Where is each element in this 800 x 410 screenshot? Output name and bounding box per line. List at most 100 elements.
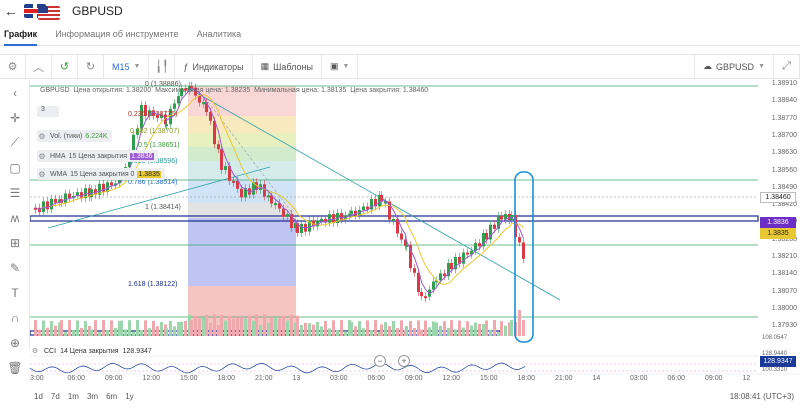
volume-bar — [274, 317, 277, 336]
legend-wma[interactable]: ⚙ WMA 15 Цена закрытия 0 1.3835 — [37, 168, 165, 180]
volume-bar — [370, 330, 373, 336]
calendar-button[interactable]: ▣ ▼ — [322, 55, 359, 78]
price-scale[interactable]: 1.38910 1.38840 1.38770 1.38700 1.38630 1.385… — [758, 80, 800, 340]
time-axis-label: 06:00 — [367, 375, 386, 382]
tab-analytics[interactable]: Аналитика — [196, 29, 242, 39]
candle — [409, 245, 412, 269]
candle — [340, 212, 343, 220]
crosshair-icon[interactable]: ✛ — [9, 110, 21, 125]
candle — [493, 224, 496, 229]
range-1m[interactable]: 1m — [67, 391, 79, 401]
gear-icon[interactable]: ⚙ — [38, 151, 46, 161]
time-axis-label: 12 — [742, 375, 751, 382]
redo-icon[interactable]: ↻ — [78, 55, 104, 78]
range-1d[interactable]: 1d — [34, 391, 43, 401]
candle — [102, 183, 105, 192]
chevron-left-icon[interactable]: ‹ — [13, 85, 17, 100]
legend-vol-name: Vol. (тики) — [50, 132, 83, 140]
range-1y[interactable]: 1y — [125, 391, 134, 401]
volume-bar — [432, 321, 435, 336]
fib-zone-1 — [188, 203, 296, 218]
brush-icon[interactable]: ✎ — [9, 260, 21, 275]
gear-icon[interactable]: ⚙ — [38, 131, 46, 141]
volume-bar — [198, 318, 201, 336]
price-scale-label: 1.38700 — [771, 131, 797, 139]
legend-hma-value: 1.3836 — [130, 152, 154, 160]
channel-icon[interactable]: ☰ — [9, 185, 21, 200]
indicator-count[interactable]: 3 — [37, 106, 59, 117]
candle — [290, 214, 293, 229]
candlestick-icon[interactable]: ╽╿ — [149, 55, 176, 78]
volume-bar — [90, 329, 93, 336]
range-7d[interactable]: 7d — [50, 391, 60, 401]
candle — [458, 257, 461, 264]
volume-bar — [248, 315, 251, 336]
volume-bar — [366, 320, 369, 336]
gear-icon[interactable]: ⚙ — [38, 169, 46, 179]
header-bar: ← GBPUSD — [0, 0, 800, 22]
gear-icon[interactable]: ⚙ — [0, 55, 26, 78]
time-axis-label: 12:00 — [142, 375, 161, 382]
candle — [388, 201, 391, 220]
time-axis-label: 18:00 — [517, 375, 536, 382]
price-chart[interactable] — [30, 80, 800, 390]
zoom-out-button[interactable]: − — [374, 355, 386, 367]
indicators-icon: ƒ — [183, 61, 189, 72]
volume-bar — [205, 314, 208, 336]
cci-value: 128.9347 — [122, 347, 152, 355]
symbol-select[interactable]: ☁ GBPUSD ▼ — [694, 55, 774, 78]
arrow-left-icon[interactable]: ← — [4, 3, 18, 19]
fullscreen-icon[interactable]: ⤢ — [774, 55, 800, 78]
tab-chart[interactable]: График — [4, 24, 38, 46]
cci-legend[interactable]: ⚙ CCI 14 Цена закрытия 128.9347 — [30, 344, 758, 358]
indicators-button[interactable]: ƒ Индикаторы — [175, 55, 253, 78]
range-6m[interactable]: 6m — [106, 391, 118, 401]
magnet-icon[interactable]: ∩ — [10, 310, 20, 325]
undo-icon[interactable]: ↺ — [52, 55, 78, 78]
candle — [294, 223, 297, 229]
volume-bar — [522, 319, 525, 336]
chevron-up-icon[interactable]: ︿ — [26, 55, 52, 78]
candle — [220, 149, 223, 170]
price-scale-label: 1.38420 — [771, 201, 797, 209]
timeframe-select[interactable]: M15 ▼ — [104, 55, 150, 78]
volume-bar — [188, 314, 191, 336]
candle — [362, 206, 365, 210]
candle — [370, 198, 373, 210]
candle — [282, 208, 285, 217]
range-3m[interactable]: 3m — [86, 391, 99, 401]
templates-button[interactable]: ▦ Шаблоны — [253, 55, 322, 78]
volume-bar — [72, 329, 75, 336]
pattern-icon[interactable]: ʍ — [10, 210, 20, 225]
text-tool-icon[interactable]: T — [11, 285, 19, 300]
candle — [378, 195, 381, 207]
candle — [144, 105, 147, 116]
legend-volume[interactable]: ⚙ Vol. (тики) 6.224K — [37, 130, 112, 142]
fibonacci-icon[interactable]: ⊞ — [9, 235, 21, 250]
gear-icon[interactable]: ⚙ — [31, 348, 39, 355]
tab-instrument-info[interactable]: Информация об инструменте — [55, 29, 179, 39]
candle — [316, 220, 319, 227]
legend-hma[interactable]: ⚙ HMA 15 Цена закрытия 1.3836 — [37, 150, 158, 162]
candle — [34, 207, 37, 210]
cci-line — [30, 362, 526, 374]
trash-icon[interactable]: 🗑 — [7, 360, 23, 375]
candle — [255, 182, 258, 190]
hma-line — [35, 87, 524, 295]
candle — [296, 223, 299, 233]
rectangle-icon[interactable]: ▢ — [9, 160, 21, 175]
zoom-in-button[interactable]: + — [398, 355, 410, 367]
templates-label: Шаблоны — [273, 61, 313, 72]
candle — [205, 102, 208, 113]
chart-toolbar: ⚙ ︿ ↺ ↻ M15 ▼ ╽╿ ƒ Индикаторы ▦ Шаблоны … — [0, 54, 800, 79]
volume-bar — [58, 322, 61, 336]
candle — [164, 114, 167, 125]
volume-bar — [470, 325, 473, 336]
volume-bar — [443, 321, 446, 336]
trend-line-icon[interactable]: ⟋ — [10, 135, 20, 149]
volume-bar — [259, 324, 262, 336]
zoom-in-icon[interactable]: ⊕ — [9, 335, 21, 350]
volume-bar — [304, 322, 307, 336]
candle — [202, 102, 205, 105]
candle — [439, 273, 442, 281]
